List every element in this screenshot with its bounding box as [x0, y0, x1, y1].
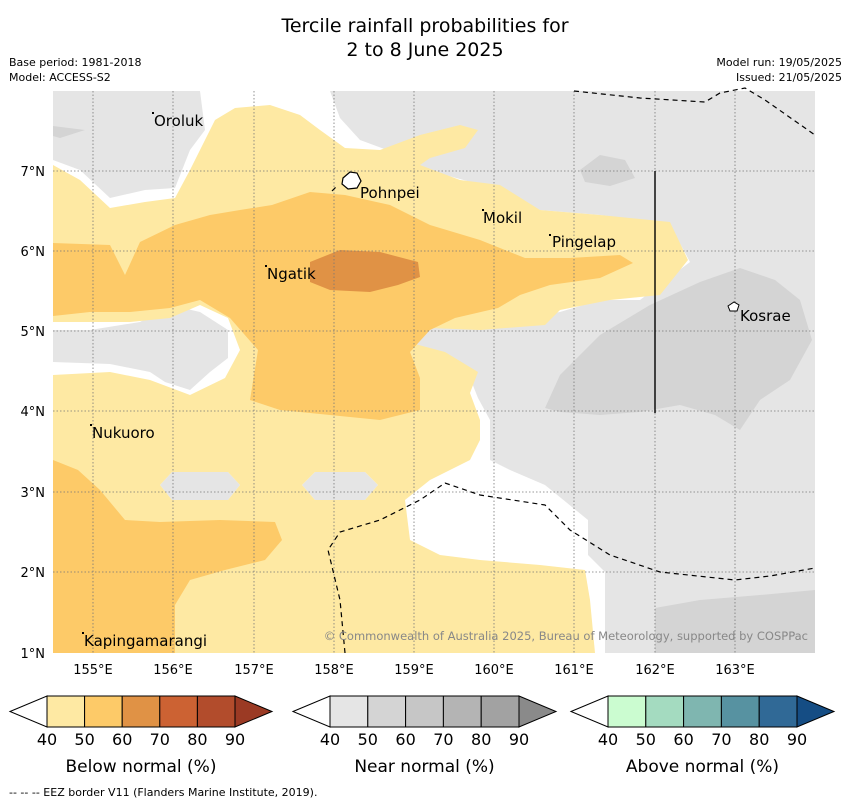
colorbar-tick-label: 40 [598, 730, 618, 749]
colorbar-title: Near normal (%) [354, 757, 494, 777]
place-label-pingelap: Pingelap [552, 233, 616, 251]
near-normal-patch-south-a [160, 472, 240, 500]
colorbar-segment [46, 695, 86, 728]
place-label-nukuoro: Nukuoro [92, 424, 155, 442]
colorbar-tick-label: 90 [225, 730, 245, 749]
below-normal-region-50-60-south [53, 460, 282, 653]
colorbar-segment [480, 695, 520, 728]
colorbar-title: Above normal (%) [626, 757, 779, 777]
model-name-text: Model: ACCESS-S2 [9, 71, 111, 84]
lat-label-2n: 2°N [21, 566, 46, 581]
colorbar-segment [367, 695, 407, 728]
colorbar-max-extension [796, 695, 836, 728]
colorbar-title: Below normal (%) [66, 757, 217, 777]
title-line-2: 2 to 8 June 2025 [346, 39, 504, 61]
colorbar-max-extension [518, 695, 558, 728]
colorbar-tick-label: 60 [673, 730, 693, 749]
colorbar-tick-label: 90 [787, 730, 807, 749]
colorbar-tick-label: 80 [471, 730, 491, 749]
lon-label-159e: 159°E [394, 663, 434, 678]
near-normal-region-west-strip [53, 305, 228, 390]
near-normal-patch-south-b [302, 472, 378, 500]
colorbar-tick-label: 50 [358, 730, 378, 749]
lon-label-155e: 155°E [73, 663, 113, 678]
colorbar-segment [442, 695, 482, 728]
map-gridlines [53, 91, 815, 653]
near-normal-darker-patch-west [53, 126, 85, 138]
atoll-markers [82, 112, 551, 634]
lat-label-3n: 3°N [21, 486, 46, 501]
colorbar-tick-label: 60 [112, 730, 132, 749]
model-run-text: Model run: 19/05/2025 [716, 56, 842, 69]
colorbar-min-extension [291, 695, 331, 728]
colorbar-tick-label: 60 [395, 730, 415, 749]
lon-label-156e: 156°E [153, 663, 193, 678]
colorbar-3: 40 50 60 70 80 90 Above normal (%) [569, 695, 836, 777]
base-period-text: Base period: 1981-2018 [9, 56, 142, 69]
place-label-kosrae: Kosrae [740, 307, 791, 325]
colorbar-segment [159, 695, 198, 728]
colorbar-tick-label: 40 [320, 730, 340, 749]
place-label-mokil: Mokil [483, 209, 522, 227]
lat-label-5n: 5°N [21, 325, 46, 340]
colorbar-segment [607, 695, 647, 728]
colorbar-2: 40 50 60 70 80 90 Near normal (%) [291, 695, 558, 777]
colorbar-tick-label: 50 [74, 730, 94, 749]
lat-label-7n: 7°N [21, 165, 46, 180]
colorbar-segment [405, 695, 444, 728]
near-normal-region-northwest [53, 91, 205, 198]
colorbar-min-extension [8, 695, 48, 728]
lon-label-157e: 157°E [234, 663, 274, 678]
pohnpei-island-outline [341, 171, 362, 190]
colorbar-tick-label: 80 [187, 730, 207, 749]
colorbar-tick-label: 80 [749, 730, 769, 749]
place-label-ngatik: Ngatik [267, 265, 316, 283]
colorbar-segment [84, 695, 123, 728]
near-normal-darker-region-south [655, 590, 815, 653]
lon-label-158e: 158°E [314, 663, 354, 678]
below-normal-region-60-70 [310, 250, 420, 292]
colorbar-tick-label: 90 [509, 730, 529, 749]
colorbar-tick-label: 50 [636, 730, 656, 749]
colorbar-tick-label: 70 [711, 730, 731, 749]
place-label-kapingamarangi: Kapingamarangi [84, 632, 207, 650]
place-label-oroluk: Oroluk [154, 112, 203, 130]
colorbar-segment [329, 695, 369, 728]
colorbar-legends: 40 50 60 70 80 90 Below normal (%) 40 50 60 70 80 90… [8, 695, 836, 777]
lon-label-162e: 162°E [635, 663, 675, 678]
colorbar-segment [758, 695, 798, 728]
colorbar-tick-label: 70 [433, 730, 453, 749]
probability-fields [53, 91, 815, 653]
near-normal-darker-patch-north [580, 155, 635, 186]
colorbar-segment [121, 695, 161, 728]
forecast-info-right: Model run: 19/05/2025 Issued: 21/05/2025 [716, 55, 842, 85]
colorbar-segment [196, 695, 236, 728]
colorbar-tick-label: 40 [37, 730, 57, 749]
colorbar-1: 40 50 60 70 80 90 Below normal (%) [8, 695, 274, 777]
place-label-pohnpei: Pohnpei [360, 184, 420, 202]
colorbar-max-extension [234, 695, 274, 728]
colorbar-segment [720, 695, 760, 728]
lon-label-160e: 160°E [474, 663, 514, 678]
lon-label-163e: 163°E [715, 663, 755, 678]
lon-label-161e: 161°E [554, 663, 594, 678]
issued-date-text: Issued: 21/05/2025 [735, 71, 842, 84]
eez-footnote: -- -- -- EEZ border V11 (Flanders Marine… [9, 786, 318, 799]
copyright-notice: © Commonwealth of Australia 2025, Bureau… [324, 629, 808, 643]
eez-border-lines [327, 87, 816, 654]
lat-label-6n: 6°N [21, 245, 46, 260]
colorbar-segment [645, 695, 685, 728]
page-title: Tercile rainfall probabilities for 2 to … [0, 14, 850, 62]
below-normal-region-50-60-north [53, 192, 633, 420]
forecast-info-left: Base period: 1981-2018 Model: ACCESS-S2 [9, 55, 141, 85]
near-normal-darker-region-kosrae [545, 268, 812, 430]
lat-label-1n: 1°N [21, 647, 46, 662]
lat-label-4n: 4°N [21, 405, 46, 420]
title-line-1: Tercile rainfall probabilities for [281, 15, 569, 37]
kosrae-island-outline [727, 301, 740, 312]
colorbar-min-extension [569, 695, 609, 728]
colorbar-segment [683, 695, 722, 728]
colorbar-tick-label: 70 [150, 730, 170, 749]
